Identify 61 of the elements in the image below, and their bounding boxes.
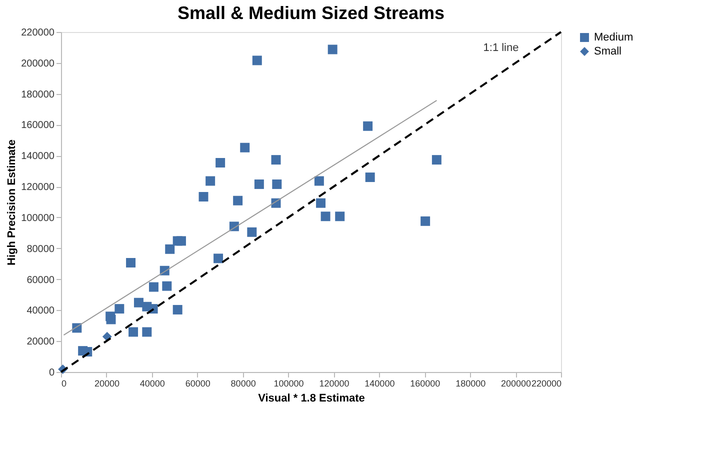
point: [320, 212, 330, 222]
point: [316, 198, 326, 208]
x-tick-label: 20000: [94, 378, 120, 388]
point: [254, 179, 264, 189]
point: [148, 282, 158, 292]
legend-label: Small: [594, 46, 622, 58]
y-tick-label: 20000: [26, 336, 55, 348]
point: [272, 179, 282, 189]
point: [365, 172, 375, 182]
point: [126, 258, 136, 268]
point: [240, 142, 250, 152]
y-tick-label: 120000: [21, 182, 55, 194]
point: [216, 158, 226, 168]
point: [165, 244, 175, 254]
x-tick-label: 160000: [410, 378, 440, 388]
point: [252, 56, 262, 66]
point: [198, 192, 208, 202]
y-axis-title: High Precision Estimate: [6, 140, 18, 266]
y-tick-label: 100000: [21, 212, 55, 224]
y-tick-label: 220000: [21, 28, 55, 38]
x-tick-label: 200000: [501, 378, 532, 388]
x-tick-label: 140000: [364, 378, 395, 388]
point: [172, 304, 182, 314]
point: [314, 176, 324, 186]
y-tick-label: 160000: [21, 120, 55, 132]
annotation: 1:1 line: [483, 42, 519, 54]
point: [335, 212, 345, 222]
point: [363, 121, 373, 131]
x-tick-label: 40000: [140, 378, 165, 388]
point: [233, 196, 243, 206]
point: [128, 327, 138, 337]
chart-title: Small & Medium Sized Streams: [177, 3, 445, 23]
x-tick-label: 0: [62, 378, 67, 388]
x-tick-label: 100000: [274, 378, 304, 388]
x-axis-title: Visual * 1.8 Estimate: [258, 392, 365, 404]
x-tick-label: 120000: [319, 378, 350, 388]
point: [106, 314, 116, 324]
point: [214, 254, 224, 264]
point: [114, 304, 124, 314]
point: [271, 155, 281, 165]
x-tick-label: 180000: [456, 378, 486, 388]
y-tick-label: 0: [48, 368, 55, 378]
point: [162, 281, 172, 291]
point: [432, 155, 442, 165]
point: [247, 227, 257, 237]
y-tick-label: 40000: [26, 306, 55, 317]
legend-label: Medium: [594, 32, 634, 44]
point: [206, 176, 216, 186]
point: [176, 236, 186, 246]
point: [142, 327, 152, 337]
y-tick-label: 140000: [21, 151, 55, 162]
x-tick-label: 220000: [531, 378, 562, 388]
y-tick-label: 200000: [21, 58, 55, 70]
point: [328, 44, 338, 54]
y-tick-label: 80000: [26, 244, 55, 255]
x-tick-label: 60000: [185, 378, 210, 388]
x-tick-label: 80000: [230, 378, 256, 388]
y-tick-label: 60000: [26, 274, 55, 286]
point: [420, 216, 430, 226]
point: [134, 298, 144, 308]
y-tick-label: 180000: [21, 89, 55, 100]
